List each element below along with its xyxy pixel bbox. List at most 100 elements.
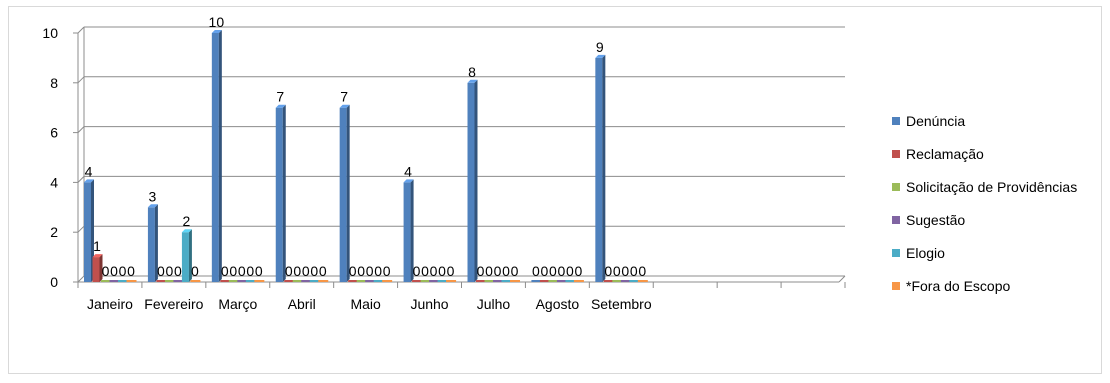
- bar: [147, 207, 155, 282]
- y-tick-label: 2: [50, 224, 58, 240]
- legend-swatch: [892, 215, 900, 224]
- legend-label: Denúncia: [906, 112, 966, 129]
- legend-swatch: [892, 116, 900, 125]
- bar-flat: [118, 280, 128, 282]
- data-label: 0: [285, 263, 293, 279]
- legend-item-reclamacao: Reclamação: [892, 137, 1077, 170]
- bar-flat: [620, 280, 631, 282]
- bar: [211, 33, 219, 282]
- data-label: 0: [511, 263, 519, 279]
- legend-item-sugestao: Sugestão: [892, 203, 1077, 236]
- bar-side: [410, 179, 414, 282]
- data-label: 7: [340, 89, 348, 105]
- bar-flat: [356, 280, 367, 282]
- data-label: 9: [596, 39, 604, 55]
- bar-flat: [531, 280, 542, 282]
- bar-flat: [365, 280, 376, 282]
- data-label: 0: [191, 263, 199, 279]
- bar-top: [147, 204, 158, 208]
- bar-flat: [493, 280, 503, 282]
- data-label: 0: [238, 263, 246, 279]
- bar-side: [346, 104, 350, 282]
- bar-flat: [437, 280, 448, 282]
- bar-flat: [228, 280, 239, 282]
- data-label: 0: [430, 263, 438, 279]
- legend-label: Sugestão: [906, 211, 966, 228]
- bar: [403, 182, 411, 282]
- bar-top: [275, 104, 286, 108]
- data-label: 0: [558, 263, 566, 279]
- bar-side: [602, 54, 606, 283]
- data-label: 0: [494, 263, 502, 279]
- data-label: 0: [349, 263, 357, 279]
- x-tick-label: Abril: [288, 296, 316, 312]
- x-tick-label: Agosto: [536, 296, 580, 312]
- legend-item-fora-do-escopo: *Fora do Escopo: [892, 269, 1077, 302]
- legend-label: *Fora do Escopo: [906, 277, 1011, 294]
- data-label: 7: [276, 89, 284, 105]
- data-label: 0: [613, 263, 621, 279]
- bar-flat: [284, 280, 295, 282]
- data-label: 1: [93, 238, 101, 254]
- data-label: 2: [183, 213, 191, 229]
- bar-top: [595, 54, 606, 58]
- x-tick-label: Janeiro: [87, 296, 133, 312]
- data-label: 0: [229, 263, 237, 279]
- bar-flat: [573, 280, 584, 282]
- data-label: 0: [174, 263, 182, 279]
- data-label: 0: [221, 263, 229, 279]
- y-tick-label: 0: [50, 274, 58, 290]
- bar-flat: [101, 280, 111, 282]
- legend-item-elogio: Elogio: [892, 236, 1077, 269]
- bar-flat: [126, 280, 137, 282]
- y-tick-label: 10: [42, 25, 58, 41]
- bar-side: [474, 79, 478, 282]
- data-label: 0: [566, 263, 574, 279]
- bar-flat: [156, 280, 167, 282]
- bar-flat: [484, 280, 495, 282]
- data-label: 0: [532, 263, 540, 279]
- legend-swatch: [892, 149, 900, 158]
- x-tick-label: Fevereiro: [144, 296, 203, 312]
- bar: [467, 82, 475, 282]
- bar-flat: [220, 280, 231, 282]
- data-label: 0: [366, 263, 374, 279]
- data-label: 0: [302, 263, 310, 279]
- bar: [275, 107, 283, 282]
- bar-flat: [548, 280, 559, 282]
- bar-top: [92, 254, 103, 258]
- x-tick-label: Maio: [350, 296, 381, 312]
- data-label: 3: [149, 188, 157, 204]
- bar-flat: [301, 280, 312, 282]
- x-tick-label: Março: [218, 296, 257, 312]
- data-label: 0: [110, 263, 118, 279]
- data-label: 4: [85, 163, 93, 179]
- data-label: 0: [310, 263, 318, 279]
- gridline-side: [77, 225, 85, 233]
- data-label: 0: [485, 263, 493, 279]
- x-tick-label: Julho: [477, 296, 511, 312]
- bar-flat: [412, 280, 423, 282]
- legend-item-solicitacao: Solicitação de Providências: [892, 170, 1077, 203]
- data-label: 0: [357, 263, 365, 279]
- gridline-side: [77, 26, 85, 34]
- data-label: 0: [166, 263, 174, 279]
- data-label: 4: [404, 163, 412, 179]
- bar-flat: [510, 280, 520, 282]
- bar-top: [211, 30, 222, 33]
- data-label: 0: [157, 263, 165, 279]
- x-tick-label: Setembro: [591, 296, 652, 312]
- bar: [339, 107, 347, 282]
- bar-flat: [382, 280, 393, 282]
- bar-flat: [420, 280, 431, 282]
- data-label: 0: [477, 263, 485, 279]
- data-label: 0: [630, 263, 638, 279]
- gridline-side: [77, 275, 85, 283]
- gridlines: [77, 26, 845, 283]
- bar-top: [467, 79, 478, 83]
- bar-flat: [190, 280, 201, 282]
- data-label: 0: [413, 263, 421, 279]
- gridline-side: [77, 126, 85, 133]
